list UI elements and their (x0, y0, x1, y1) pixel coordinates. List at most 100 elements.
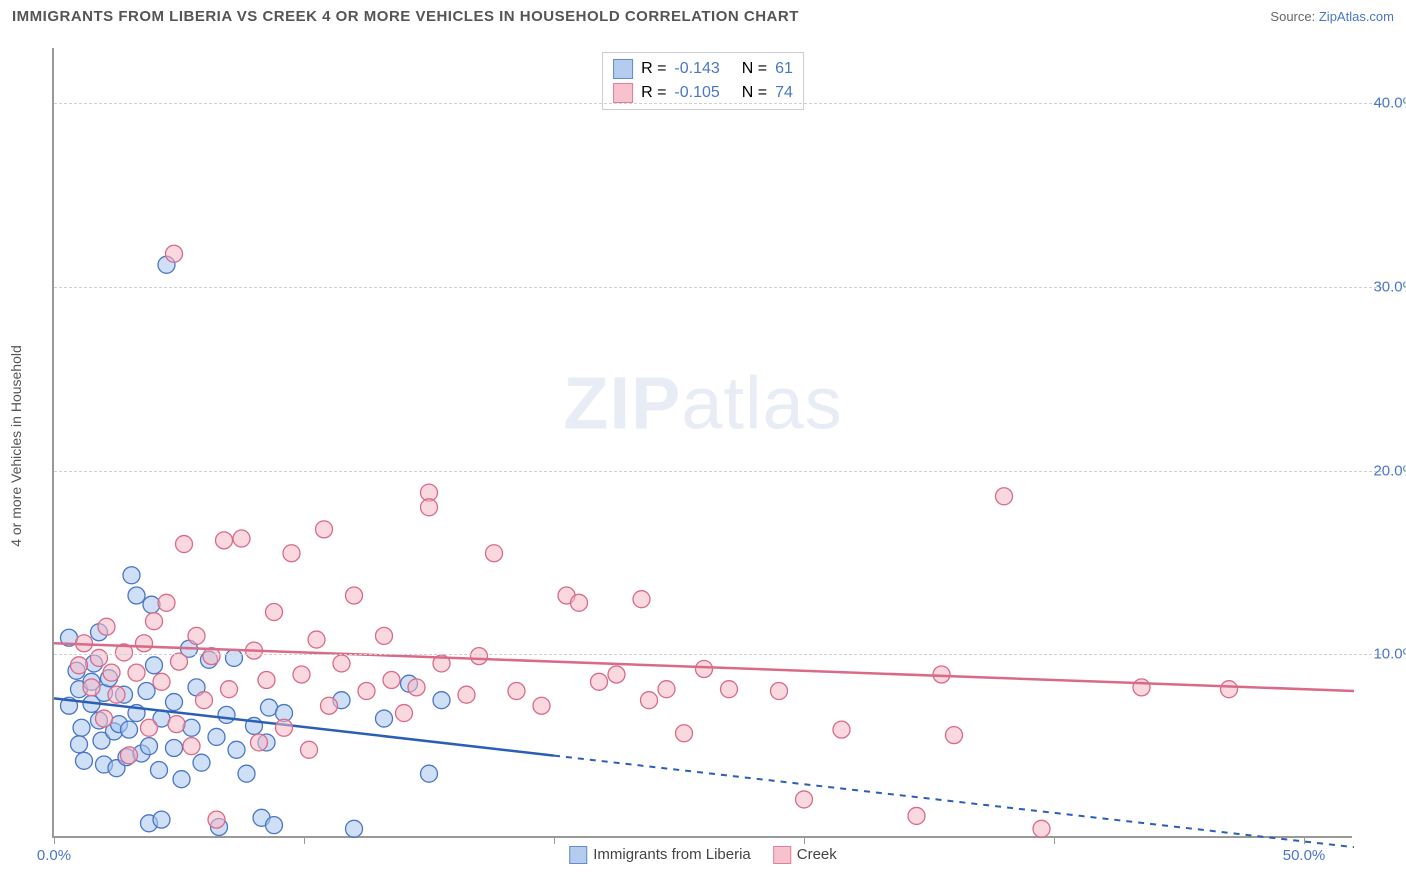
source-label: Source: (1270, 9, 1315, 24)
data-point (153, 673, 170, 690)
data-point (136, 635, 153, 652)
data-point (238, 765, 255, 782)
data-point (421, 499, 438, 516)
data-point (358, 683, 375, 700)
y-axis-label: 4 or more Vehicles in Household (8, 345, 24, 547)
x-tick-label: 0.0% (37, 847, 71, 864)
data-point (173, 771, 190, 788)
gridline (54, 287, 1382, 288)
legend-item: Creek (773, 846, 837, 864)
data-point (333, 655, 350, 672)
data-point (153, 811, 170, 828)
data-point (196, 692, 213, 709)
data-point (121, 721, 138, 738)
data-point (73, 719, 90, 736)
data-point (176, 536, 193, 553)
data-point (591, 673, 608, 690)
data-point (433, 692, 450, 709)
y-tick-label: 10.0% (1373, 646, 1406, 663)
data-point (233, 530, 250, 547)
data-point (128, 664, 145, 681)
data-point (1133, 679, 1150, 696)
data-point (166, 739, 183, 756)
source-link[interactable]: ZipAtlas.com (1319, 9, 1394, 24)
data-point (346, 820, 363, 837)
legend-r-value: -0.105 (674, 81, 719, 105)
data-point (208, 811, 225, 828)
data-point (376, 710, 393, 727)
data-point (833, 721, 850, 738)
data-point (121, 747, 138, 764)
data-point (471, 648, 488, 665)
data-point (458, 686, 475, 703)
legend-r-label: R = (641, 81, 666, 105)
data-point (276, 719, 293, 736)
data-point (166, 245, 183, 262)
data-point (171, 653, 188, 670)
data-point (396, 705, 413, 722)
data-point (128, 587, 145, 604)
series-legend: Immigrants from Liberia Creek (569, 846, 837, 864)
data-point (188, 627, 205, 644)
x-tick-mark (1054, 836, 1055, 844)
legend-item: Immigrants from Liberia (569, 846, 751, 864)
gridline (54, 471, 1382, 472)
data-point (141, 738, 158, 755)
data-point (421, 765, 438, 782)
data-point (258, 672, 275, 689)
data-point (633, 591, 650, 608)
data-point (166, 694, 183, 711)
data-point (376, 627, 393, 644)
data-point (228, 741, 245, 758)
data-point (123, 567, 140, 584)
data-point (308, 631, 325, 648)
data-point (251, 734, 268, 751)
data-point (908, 807, 925, 824)
data-point (383, 672, 400, 689)
legend-r-value: -0.143 (674, 57, 719, 81)
legend-swatch (613, 59, 633, 79)
data-point (658, 681, 675, 698)
y-tick-label: 30.0% (1373, 278, 1406, 295)
x-tick-mark (804, 836, 805, 844)
y-tick-label: 20.0% (1373, 462, 1406, 479)
x-tick-mark (304, 836, 305, 844)
data-point (98, 618, 115, 635)
data-point (266, 817, 283, 834)
legend-series-name: Creek (797, 846, 837, 863)
chart-plot-area: ZIPatlas R =-0.143N =61R =-0.105N =74 Im… (52, 48, 1352, 838)
data-point (301, 741, 318, 758)
data-point (138, 683, 155, 700)
data-point (321, 697, 338, 714)
data-point (1221, 681, 1238, 698)
data-point (71, 657, 88, 674)
data-point (946, 727, 963, 744)
data-point (771, 683, 788, 700)
legend-series-name: Immigrants from Liberia (593, 846, 751, 863)
data-point (83, 679, 100, 696)
data-point (218, 706, 235, 723)
data-point (146, 613, 163, 630)
data-point (316, 521, 333, 538)
gridline (54, 103, 1382, 104)
legend-n-label: N = (742, 57, 767, 81)
data-point (696, 660, 713, 677)
data-point (208, 728, 225, 745)
data-point (486, 545, 503, 562)
legend-n-value: 61 (775, 57, 793, 81)
legend-row: R =-0.143N =61 (613, 57, 793, 81)
data-point (193, 754, 210, 771)
data-point (533, 697, 550, 714)
y-tick-label: 40.0% (1373, 95, 1406, 112)
x-tick-mark (554, 836, 555, 844)
data-point (103, 664, 120, 681)
data-point (226, 649, 243, 666)
trend-line-dashed (554, 756, 1354, 848)
data-point (158, 594, 175, 611)
legend-swatch (569, 846, 587, 864)
data-point (143, 596, 160, 613)
data-point (996, 488, 1013, 505)
data-point (346, 587, 363, 604)
correlation-legend: R =-0.143N =61R =-0.105N =74 (602, 52, 804, 110)
data-point (571, 594, 588, 611)
